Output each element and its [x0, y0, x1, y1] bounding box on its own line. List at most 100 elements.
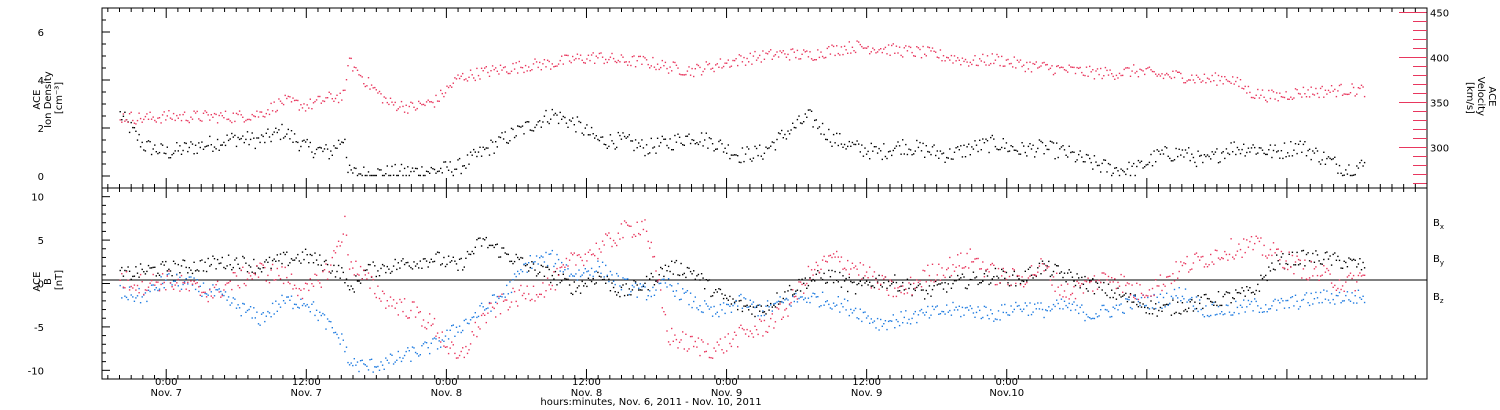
- density-point: [977, 150, 979, 153]
- bz-point: [1159, 274, 1162, 276]
- bz-point: [674, 334, 676, 336]
- density-point: [1203, 154, 1206, 156]
- velocity-point: [847, 52, 849, 54]
- density-point: [565, 122, 568, 124]
- bx-point: [942, 288, 945, 290]
- bz-point: [843, 267, 846, 269]
- bz-point: [265, 280, 267, 282]
- by-point: [535, 255, 538, 257]
- density-point: [614, 148, 616, 150]
- by-point: [389, 353, 392, 355]
- velocity-point: [139, 117, 142, 120]
- bx-point: [872, 285, 874, 287]
- bx-point: [1128, 296, 1130, 298]
- bx-point: [1065, 281, 1067, 283]
- velocity-point: [188, 121, 190, 124]
- velocity-point: [249, 119, 252, 121]
- by-point: [532, 261, 535, 264]
- density-point: [949, 148, 951, 150]
- density-point: [210, 144, 212, 146]
- bx-point: [1115, 298, 1118, 300]
- density-point: [1280, 150, 1283, 152]
- by-point: [1095, 313, 1097, 315]
- velocity-point: [399, 106, 401, 108]
- density-point: [1186, 152, 1188, 154]
- by-point: [518, 273, 520, 275]
- bx-point: [854, 293, 857, 295]
- bx-point: [1164, 304, 1166, 306]
- bz-point: [958, 265, 960, 267]
- density-point: [1244, 155, 1246, 157]
- by-point: [331, 327, 333, 329]
- density-point: [535, 124, 538, 126]
- by-point: [199, 285, 201, 287]
- density-point: [1351, 174, 1353, 177]
- by-point: [872, 321, 874, 324]
- bx-point: [1217, 291, 1220, 293]
- bz-point: [735, 334, 737, 336]
- by-point: [903, 316, 905, 319]
- bx-point: [727, 299, 729, 301]
- bx-point: [638, 289, 640, 291]
- velocity-point: [556, 65, 558, 67]
- bz-point: [1216, 249, 1218, 252]
- bx-point: [132, 275, 134, 278]
- density-point: [1002, 138, 1004, 140]
- velocity-point: [160, 122, 162, 124]
- velocity-point: [242, 116, 244, 118]
- density-point: [576, 116, 579, 118]
- bx-point: [1049, 275, 1052, 278]
- bx-point: [377, 270, 379, 272]
- bz-point: [424, 326, 426, 329]
- by-point: [696, 307, 698, 309]
- bx-point: [499, 256, 502, 258]
- bx-point: [612, 286, 615, 289]
- density-point: [601, 136, 604, 138]
- by-point: [194, 288, 197, 291]
- velocity-point: [312, 102, 315, 104]
- density-point: [773, 141, 775, 144]
- density-point: [460, 172, 462, 175]
- bx-point: [744, 305, 747, 307]
- bz-point: [889, 279, 891, 281]
- bx-point: [748, 309, 750, 311]
- bz-point: [1012, 268, 1014, 270]
- bz-point: [359, 265, 362, 268]
- bz-point: [158, 290, 161, 292]
- velocity-point: [480, 67, 483, 69]
- by-point: [790, 305, 792, 307]
- bz-point: [1005, 278, 1008, 281]
- bx-point: [260, 271, 263, 273]
- bx-point: [1114, 292, 1116, 294]
- bx-point: [787, 290, 789, 292]
- bz-point: [1048, 266, 1050, 268]
- density-point: [1128, 161, 1130, 164]
- bz-point: [740, 324, 742, 326]
- velocity-point: [925, 55, 927, 57]
- bz-point: [290, 273, 293, 275]
- density-point: [1046, 148, 1048, 151]
- by-point: [1260, 307, 1262, 309]
- velocity-point: [512, 62, 514, 65]
- by-point: [887, 320, 890, 323]
- by-point: [158, 288, 161, 290]
- velocity-point: [1236, 76, 1239, 79]
- bz-point: [1032, 274, 1034, 276]
- bx-point: [278, 260, 280, 262]
- density-point: [353, 167, 355, 169]
- by-point: [826, 300, 828, 302]
- bz-point: [306, 283, 308, 285]
- velocity-point: [638, 55, 640, 58]
- density-point: [999, 148, 1001, 151]
- by-point: [625, 278, 627, 280]
- bz-point: [1313, 268, 1316, 270]
- density-point: [207, 144, 209, 147]
- by-point: [1206, 314, 1209, 317]
- x-tick-date: Nov.10: [989, 388, 1024, 399]
- density-point: [1307, 149, 1309, 152]
- bz-point: [1265, 255, 1267, 257]
- bx-point: [713, 291, 715, 294]
- velocity-point: [234, 120, 236, 123]
- by-point: [920, 308, 923, 311]
- bz-point: [499, 313, 502, 315]
